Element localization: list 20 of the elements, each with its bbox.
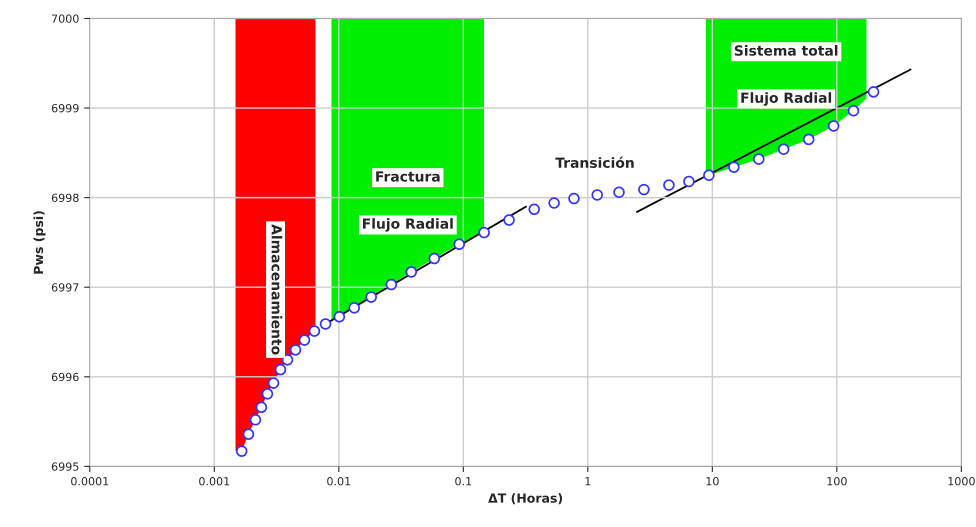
y-axis-title: Pws (psi): [33, 211, 46, 274]
x-tick-label: 0.1: [455, 477, 472, 486]
x-tick-label: 0.0001: [71, 477, 108, 486]
x-tick-label: 1: [586, 477, 590, 486]
y-tick-label: 6996: [52, 372, 79, 382]
y-tick-label: 6997: [52, 283, 78, 292]
text: Sistema total Flujo Radial: [734, 45, 838, 106]
x-axis-title: ΔT (Horas): [488, 493, 562, 504]
text: Fractura Flujo Radial: [362, 171, 453, 232]
x-tick-label: 1000: [948, 477, 975, 486]
y-tick-label: 6995: [52, 462, 78, 471]
x-tick-label: 100: [827, 477, 847, 486]
y-tick-label: 6998: [52, 194, 79, 202]
band-label: Almacenamiento: [271, 224, 282, 355]
annotation: Transición: [555, 156, 634, 168]
y-tick-label: 6999: [52, 104, 79, 112]
x-tick-label: 10: [706, 477, 719, 486]
x-tick-label: 0.01: [327, 477, 350, 486]
x-tick-label: 0.001: [199, 477, 230, 486]
y-tick-label: 7000: [52, 14, 79, 23]
